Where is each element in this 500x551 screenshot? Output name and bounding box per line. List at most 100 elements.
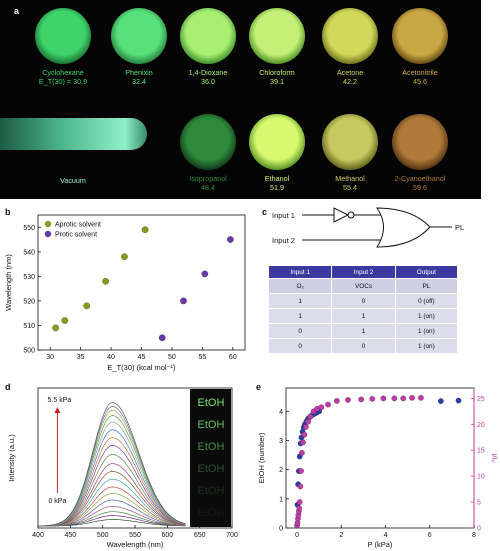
solvent-name: Ethanol bbox=[264, 174, 290, 183]
x-tick-label: 450 bbox=[64, 532, 76, 539]
vial-label: Isopropanol 48.4 bbox=[168, 174, 248, 192]
input2-label: Input 2 bbox=[272, 236, 295, 245]
data-point bbox=[303, 424, 309, 430]
vacuum-tube bbox=[0, 118, 147, 150]
data-point bbox=[409, 395, 415, 401]
data-point bbox=[437, 398, 444, 404]
x-tick-label: 55 bbox=[198, 354, 206, 361]
inset-label: EtOH bbox=[198, 441, 225, 453]
input1-label: Input 1 bbox=[272, 211, 295, 220]
vial-label: Acetonitrile 45.6 bbox=[380, 68, 460, 86]
legend-label: Aprotic solvent bbox=[55, 222, 101, 229]
x-tick-label: 30 bbox=[46, 354, 54, 361]
truth-table: Input 1 Input 2 Output O₂ VOCs PL 1 0 0 … bbox=[267, 265, 459, 354]
solvatochromism-chart: 30 35 40 45 50 55 60 500 510 520 530 540 550 E_T(30) … bbox=[4, 214, 246, 372]
data-point bbox=[418, 395, 424, 401]
header-output: Output bbox=[394, 265, 459, 279]
vial-label: 2-Cyanoethanol 59.6 bbox=[380, 174, 460, 192]
panel-e-letter: e bbox=[256, 382, 262, 392]
vial-isopropanol bbox=[180, 114, 236, 170]
x-tick-label: 0 bbox=[295, 532, 299, 539]
legend-label: Protic solvent bbox=[55, 232, 97, 239]
et30-value: 39.1 bbox=[270, 77, 284, 86]
data-point bbox=[345, 397, 351, 403]
table-row: 1 1 1 (on) bbox=[267, 308, 459, 324]
x-axis-label: E_T(30) (kcal mol⁻¹) bbox=[107, 363, 176, 372]
table-row: 1 0 0 (off) bbox=[267, 293, 459, 309]
y-left-tick-label: 1 bbox=[279, 496, 283, 503]
x-tick-label: 8 bbox=[472, 532, 476, 539]
inset-label: EtOH bbox=[198, 507, 225, 519]
vial-methanol bbox=[322, 114, 378, 170]
panel-a-photo: Cyclohexane E_T(30) = 30.9 Phenixin 32.4 1,4… bbox=[0, 0, 481, 199]
y-right-tick-label: 25 bbox=[477, 396, 485, 403]
data-point bbox=[305, 418, 311, 425]
solvent-name: 1,4-Dioxane bbox=[188, 68, 228, 77]
solvent-name: Acetonitrile bbox=[402, 68, 438, 77]
vial-2-cyanoethanol bbox=[392, 114, 448, 170]
et30-value: 59.6 bbox=[413, 183, 427, 192]
x-tick-label: 4 bbox=[384, 532, 388, 539]
table-cell: 1 bbox=[331, 323, 396, 339]
et30-value: 45.6 bbox=[413, 77, 427, 86]
vial-label: Chloroform 39.1 bbox=[237, 68, 317, 86]
solvent-name: Cyclohexane bbox=[42, 68, 84, 77]
table-row: 0 0 1 (on) bbox=[267, 338, 459, 354]
solvent-name: Acetone bbox=[336, 68, 364, 77]
inset-label: EtOH bbox=[198, 397, 225, 409]
et30-value: 42.2 bbox=[343, 77, 357, 86]
y-tick-label: 510 bbox=[23, 323, 35, 330]
bottom-annotation: 0 kPa bbox=[48, 498, 66, 505]
table-cell: 1 bbox=[331, 308, 396, 324]
solvent-name: Isopropanol bbox=[189, 174, 227, 183]
y-left-tick-label: 0 bbox=[279, 526, 283, 533]
table-cell: 0 (off) bbox=[394, 293, 459, 309]
x-tick-label: 700 bbox=[226, 532, 238, 539]
data-point bbox=[369, 396, 376, 402]
vial-chloroform bbox=[249, 8, 305, 64]
table-cell: O₂ bbox=[267, 278, 333, 294]
y-right-tick-label: 5 bbox=[477, 500, 481, 507]
data-point bbox=[296, 499, 303, 505]
vial-acetone bbox=[322, 8, 378, 64]
data-point bbox=[102, 277, 109, 285]
data-point bbox=[297, 483, 304, 490]
x-axis-label: Wavelength (nm) bbox=[107, 540, 164, 549]
data-point bbox=[325, 401, 331, 408]
y-axis-label: Intensity (a.u.) bbox=[7, 434, 16, 482]
output-label: PL bbox=[455, 223, 464, 232]
top-annotation: 5.5 kPa bbox=[48, 397, 72, 404]
x-tick-label: 40 bbox=[107, 354, 115, 361]
logic-gate-diagram: Input 1 Input 2 PL bbox=[272, 207, 464, 248]
inset-image bbox=[189, 389, 231, 527]
pl-spectra-chart: EtOH EtOH EtOH EtOH EtOH EtOH 400 450 500 550 600 6… bbox=[7, 387, 238, 549]
vial-acetonitrile bbox=[392, 8, 448, 64]
panel-b-letter: b bbox=[5, 207, 11, 217]
table-cell: VOCs bbox=[331, 278, 396, 294]
y-left-axis-label: EtOH (number) bbox=[257, 432, 266, 483]
data-point bbox=[318, 404, 325, 411]
data-point bbox=[334, 398, 340, 404]
table-cell: 0 bbox=[267, 338, 333, 354]
data-point bbox=[180, 297, 187, 305]
y-tick-label: 520 bbox=[23, 298, 35, 305]
data-point bbox=[455, 397, 462, 404]
y-axis-label: Wavelength (nm) bbox=[4, 254, 13, 311]
solvent-name: Chloroform bbox=[259, 68, 295, 77]
inset-label: EtOH bbox=[198, 463, 225, 475]
not-gate-bubble bbox=[347, 211, 355, 219]
spectrum-curve bbox=[37, 463, 186, 527]
solvent-name: 2-Cyanoethanol bbox=[394, 174, 446, 183]
vial-1-4-dioxane bbox=[180, 8, 236, 64]
panel-d-letter: d bbox=[5, 382, 11, 392]
table-cell: 1 (on) bbox=[394, 323, 459, 339]
header-input1: Input 1 bbox=[267, 265, 333, 279]
et30-value: 51.9 bbox=[270, 183, 284, 192]
spectrum-curve bbox=[38, 437, 186, 527]
solvent-name: Methanol bbox=[335, 174, 365, 183]
not-gate-shape bbox=[333, 207, 350, 223]
data-point bbox=[300, 439, 306, 446]
legend-marker bbox=[44, 230, 52, 238]
x-tick-label: 35 bbox=[77, 354, 85, 361]
